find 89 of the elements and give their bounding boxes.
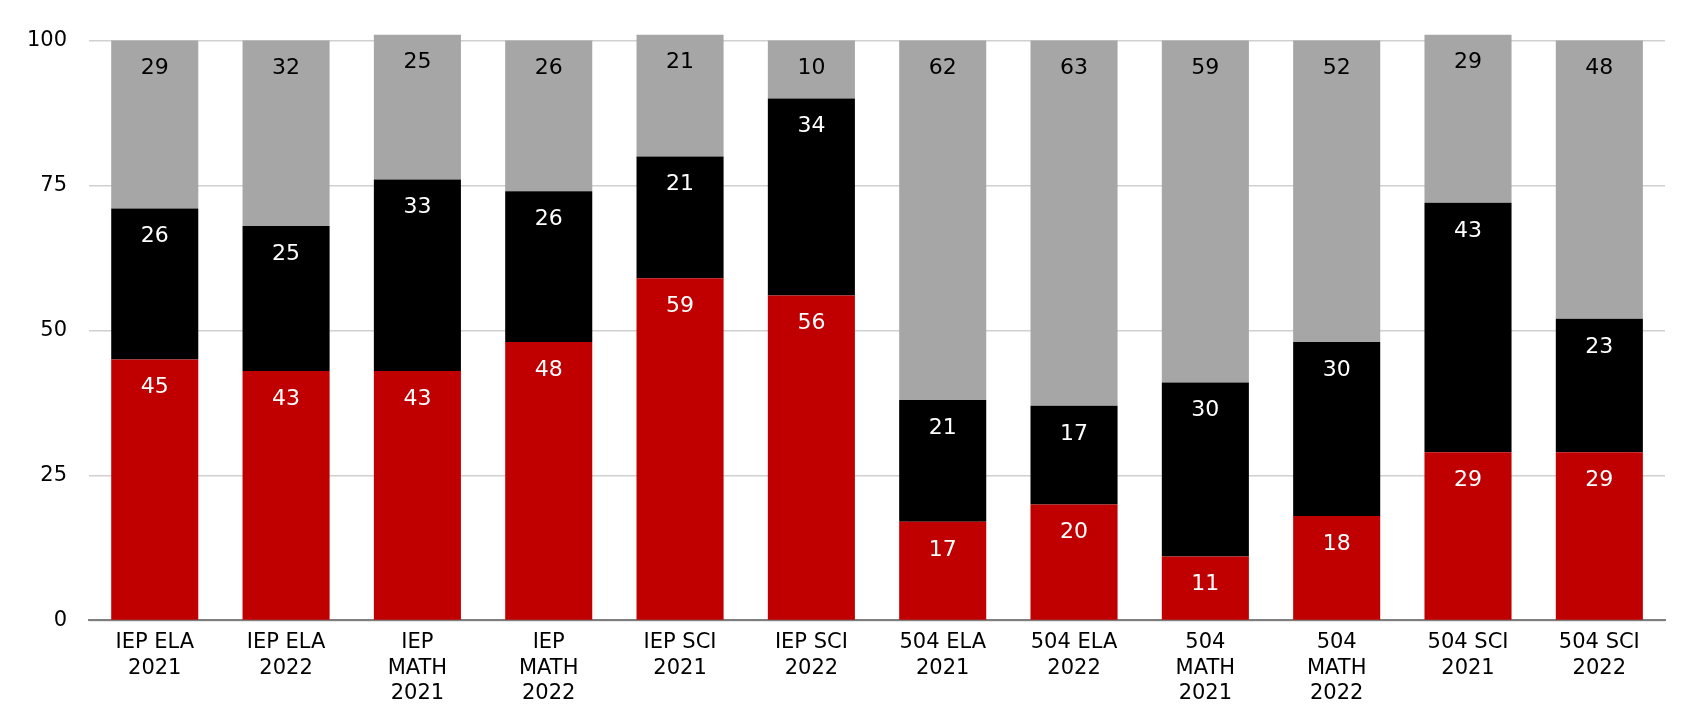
bar bbox=[111, 40, 199, 209]
x-tick-label: IEP SCI 2021 bbox=[643, 629, 717, 679]
bar bbox=[111, 359, 199, 620]
bar bbox=[1293, 342, 1381, 516]
bar bbox=[1424, 452, 1512, 620]
data-label: 52 bbox=[1322, 54, 1351, 80]
bar bbox=[242, 371, 330, 620]
data-label: 29 bbox=[1585, 465, 1614, 491]
bar bbox=[899, 521, 987, 620]
bar bbox=[505, 342, 593, 620]
data-label: 59 bbox=[666, 291, 695, 317]
bar bbox=[242, 40, 330, 226]
x-tick-label: 504 MATH 2022 bbox=[1306, 629, 1367, 704]
x-tick-label: 504 SCI 2022 bbox=[1558, 629, 1640, 679]
data-label: 20 bbox=[1060, 518, 1089, 544]
data-label: 63 bbox=[1060, 54, 1089, 80]
x-tick-label: IEP MATH 2022 bbox=[518, 629, 579, 704]
data-label: 45 bbox=[140, 373, 169, 399]
data-label: 21 bbox=[666, 48, 695, 74]
data-label: 17 bbox=[1060, 419, 1089, 445]
bar bbox=[1555, 452, 1643, 620]
bar bbox=[505, 40, 593, 192]
bar bbox=[373, 34, 461, 180]
data-label: 59 bbox=[1191, 54, 1220, 80]
bar bbox=[1030, 504, 1118, 620]
x-tick-label: IEP SCI 2022 bbox=[774, 629, 848, 679]
y-tick-label: 75 bbox=[40, 171, 68, 196]
bar bbox=[1555, 318, 1643, 453]
bar bbox=[373, 371, 461, 620]
x-tick-label: IEP MATH 2021 bbox=[387, 629, 448, 704]
bar bbox=[1293, 40, 1381, 342]
bar bbox=[1555, 40, 1643, 319]
data-label: 43 bbox=[272, 384, 301, 410]
data-label: 29 bbox=[1454, 465, 1483, 491]
data-label: 23 bbox=[1585, 332, 1614, 358]
data-label: 25 bbox=[272, 239, 301, 265]
data-label: 25 bbox=[403, 48, 432, 74]
data-label: 21 bbox=[928, 413, 957, 439]
bar bbox=[636, 156, 724, 279]
y-tick-label: 25 bbox=[40, 461, 68, 486]
bar bbox=[1293, 516, 1381, 620]
data-label: 30 bbox=[1322, 355, 1351, 381]
data-label: 26 bbox=[534, 54, 563, 80]
data-label: 56 bbox=[797, 309, 826, 335]
y-tick-label: 0 bbox=[53, 606, 68, 631]
data-label: 34 bbox=[797, 112, 826, 138]
bar bbox=[1030, 405, 1118, 505]
data-label: 29 bbox=[1454, 48, 1483, 74]
bar bbox=[505, 191, 593, 342]
x-tick-label: 504 MATH 2021 bbox=[1175, 629, 1236, 704]
data-label: 17 bbox=[928, 535, 957, 561]
bar bbox=[111, 208, 199, 360]
data-label: 26 bbox=[140, 222, 169, 248]
bar bbox=[1161, 382, 1249, 557]
bar bbox=[636, 34, 724, 157]
bar bbox=[1030, 40, 1118, 406]
data-label: 32 bbox=[272, 54, 301, 80]
x-tick-label: 504 SCI 2021 bbox=[1427, 629, 1509, 679]
data-label: 10 bbox=[797, 54, 826, 80]
bar bbox=[242, 226, 330, 371]
data-label: 26 bbox=[534, 204, 563, 230]
data-label: 62 bbox=[928, 54, 957, 80]
bar bbox=[1161, 556, 1249, 620]
data-label: 18 bbox=[1322, 529, 1351, 555]
bar bbox=[1424, 202, 1512, 453]
x-tick-label: 504 ELA 2021 bbox=[899, 629, 987, 679]
x-tick-label: IEP ELA 2022 bbox=[246, 629, 327, 679]
data-label: 33 bbox=[403, 193, 432, 219]
bar bbox=[899, 400, 987, 522]
y-tick-label: 50 bbox=[40, 316, 68, 341]
data-label: 21 bbox=[666, 170, 695, 196]
y-tick-label: 100 bbox=[26, 26, 68, 51]
data-label: 43 bbox=[403, 384, 432, 410]
data-label: 48 bbox=[534, 355, 563, 381]
bar bbox=[1161, 40, 1249, 383]
x-tick-label: IEP ELA 2021 bbox=[115, 629, 195, 679]
bar bbox=[767, 295, 855, 620]
bar bbox=[767, 40, 855, 99]
bar bbox=[373, 179, 461, 371]
bar bbox=[1424, 34, 1512, 203]
bar bbox=[767, 98, 855, 296]
bar bbox=[636, 278, 724, 620]
data-label: 29 bbox=[140, 54, 169, 80]
x-tick-label: 504 ELA 2022 bbox=[1030, 629, 1118, 679]
bar bbox=[899, 40, 987, 400]
data-label: 48 bbox=[1585, 54, 1614, 80]
data-label: 43 bbox=[1454, 216, 1483, 242]
data-label: 11 bbox=[1191, 570, 1220, 596]
data-label: 30 bbox=[1191, 396, 1220, 422]
